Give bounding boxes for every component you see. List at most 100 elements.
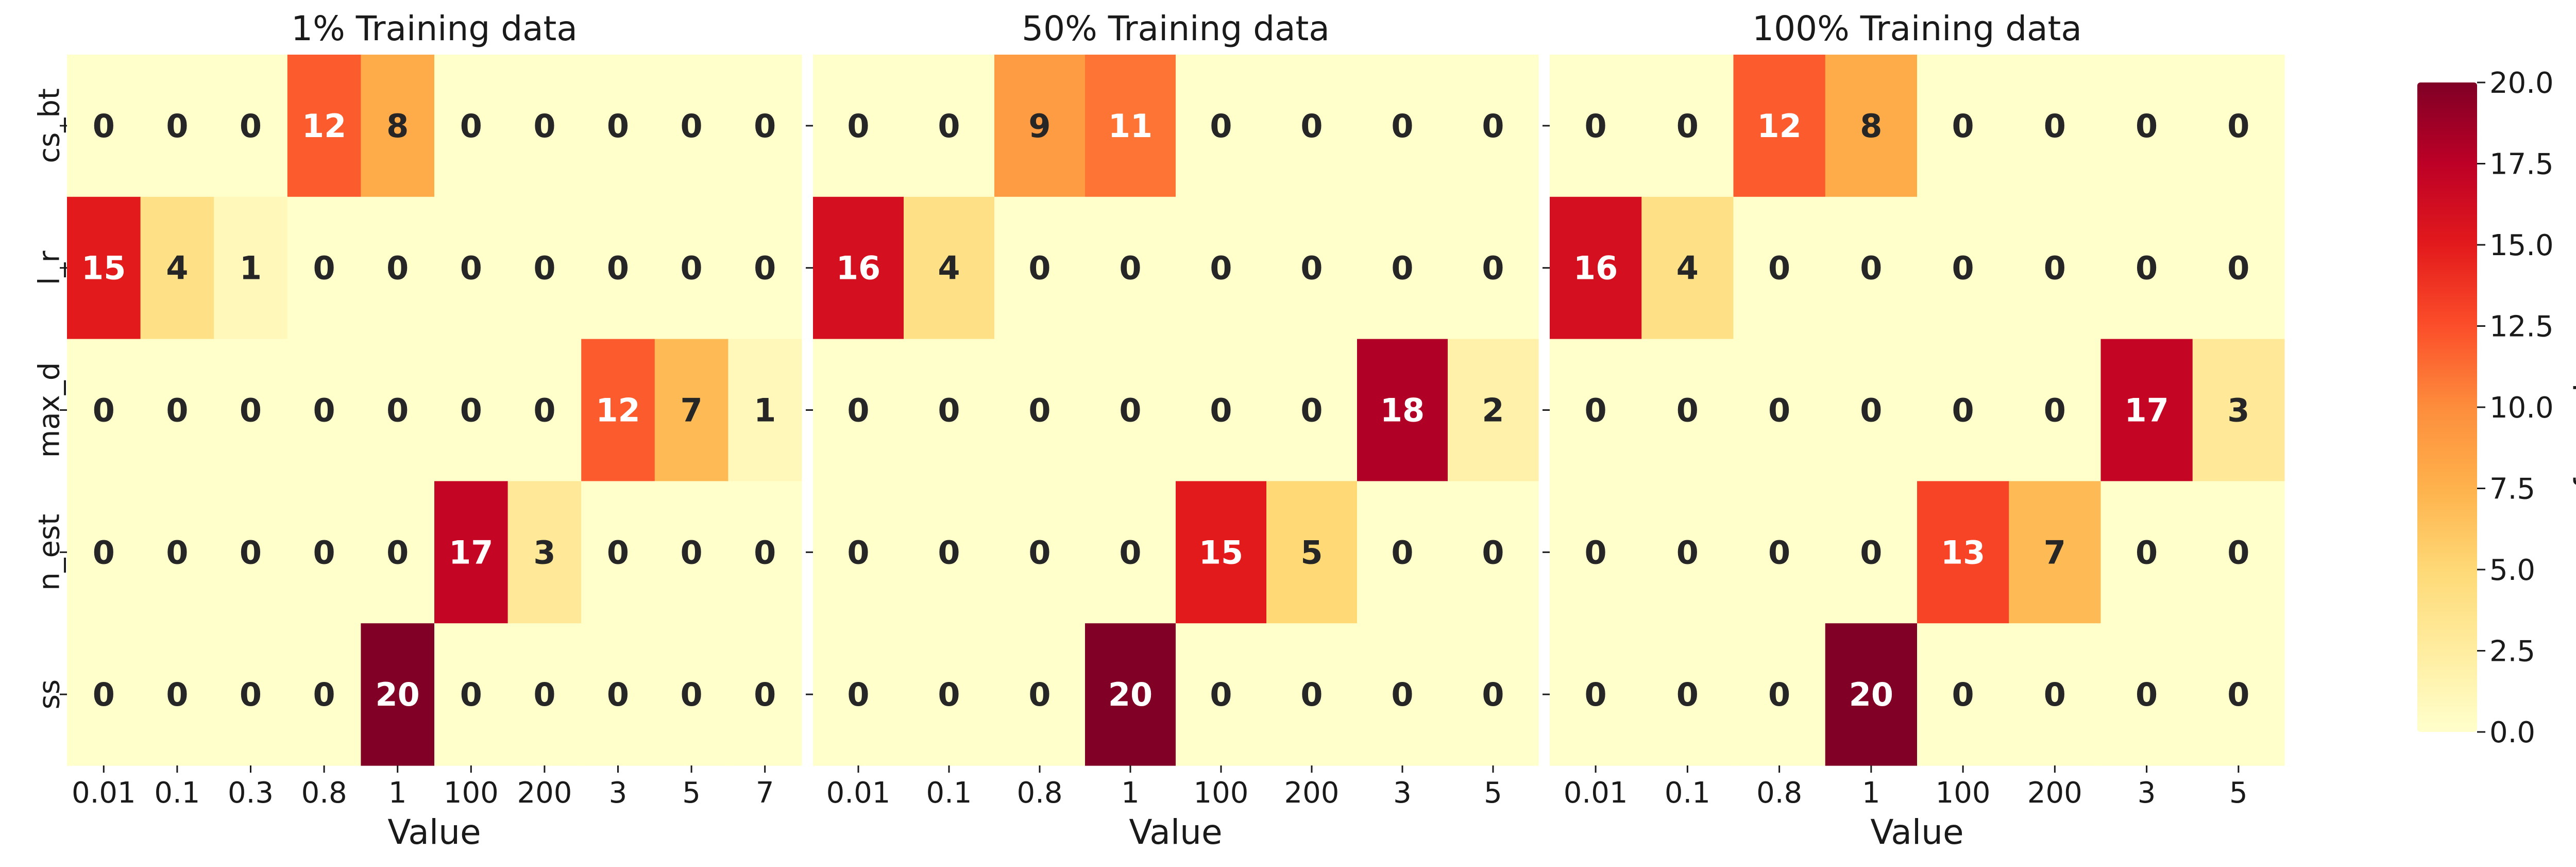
heatmap-cell-p1-r1-c7 [581, 196, 655, 340]
cell-value-label: 3 [2227, 392, 2249, 429]
heatmap-cell-p1-r2-c5 [434, 339, 509, 481]
heatmap-cell-p3-r2-c1 [1641, 339, 1734, 481]
cell-value-label: 1 [754, 392, 776, 429]
x-tick-label: 0.8 [1756, 776, 1802, 810]
cell-value-label: 0 [754, 107, 776, 145]
cell-value-label: 0 [166, 533, 188, 571]
cell-value-label: 0 [240, 676, 262, 713]
y-tick-label: l_r [33, 250, 66, 285]
colorbar-tick-label: 10.0 [2489, 391, 2554, 425]
heatmap-cell-p1-r4-c9 [728, 623, 802, 766]
heatmap-cell-p2-r3-c5 [1266, 481, 1358, 624]
heatmap-cell-p3-r3-c2 [1733, 481, 1826, 624]
heatmap-cell-p3-r0-c5 [2009, 55, 2102, 197]
cell-value-label: 0 [1952, 249, 1974, 287]
cell-value-label: 0 [240, 107, 262, 145]
heatmap-cell-p2-r4-c1 [904, 623, 995, 766]
x-tick-label: 200 [1284, 776, 1340, 810]
cell-value-label: 0 [1300, 107, 1323, 145]
heatmap-cell-p2-r1-c5 [1266, 196, 1358, 340]
heatmap-cell-p3-r0-c7 [2192, 55, 2285, 197]
cell-value-label: 15 [81, 249, 126, 287]
x-tick-label: 7 [756, 776, 774, 810]
heatmap-cell-p1-r0-c7 [581, 55, 655, 197]
x-tick-label: 0.3 [228, 776, 274, 810]
heatmap-cell-p3-r2-c5 [2009, 339, 2102, 481]
cell-value-label: 0 [166, 392, 188, 429]
heatmap-cell-p1-r1-c3 [287, 196, 361, 340]
heatmap-cell-p2-r2-c7 [1448, 339, 1539, 481]
cell-value-label: 0 [2044, 676, 2066, 713]
cell-value-label: 0 [847, 533, 869, 571]
heatmap-cell-p1-r3-c3 [287, 481, 361, 624]
cell-value-label: 0 [1768, 392, 1790, 429]
cell-value-label: 0 [533, 676, 555, 713]
heatmap-cell-p1-r3-c1 [140, 481, 214, 624]
colorbar-tick-label: 15.0 [2489, 229, 2554, 262]
heatmap-cell-p1-r1-c2 [214, 196, 288, 340]
heatmap-cell-p2-r3-c0 [813, 481, 904, 624]
heatmap-cell-p1-r4-c1 [140, 623, 214, 766]
heatmap-cell-p1-r3-c5 [434, 481, 509, 624]
cell-value-label: 0 [1676, 107, 1699, 145]
cell-value-label: 0 [938, 107, 960, 145]
colorbar-tick-label: 0.0 [2489, 716, 2535, 749]
cell-value-label: 0 [681, 676, 703, 713]
x-tick-label: 100 [1936, 776, 1991, 810]
cell-value-label: 0 [1391, 107, 1413, 145]
heatmap-cell-p3-r4-c2 [1733, 623, 1826, 766]
cell-value-label: 0 [847, 107, 869, 145]
cell-value-label: 0 [754, 533, 776, 571]
cell-value-label: 0 [1482, 676, 1504, 713]
heatmap-cell-p1-r2-c8 [654, 339, 728, 481]
cell-value-label: 0 [313, 392, 335, 429]
heatmap-cell-p2-r2-c3 [1085, 339, 1176, 481]
cell-value-label: 0 [1028, 533, 1050, 571]
heatmap-cell-p3-r0-c0 [1550, 55, 1642, 197]
cell-value-label: 0 [313, 676, 335, 713]
cell-value-label: 0 [938, 676, 960, 713]
heatmap-cell-p2-r1-c0 [813, 196, 904, 340]
heatmap-cell-p3-r4-c5 [2009, 623, 2102, 766]
heatmap-cell-p1-r2-c6 [507, 339, 582, 481]
cell-value-label: 0 [460, 249, 482, 287]
x-tick-label: 0.1 [926, 776, 972, 810]
heatmap-cell-p1-r0-c4 [361, 55, 435, 197]
heatmap-cell-p2-r1-c7 [1448, 196, 1539, 340]
x-tick-label: 0.1 [154, 776, 200, 810]
heatmap-cell-p1-r2-c7 [581, 339, 655, 481]
heatmap-cell-p2-r2-c4 [1176, 339, 1267, 481]
cell-value-label: 0 [1300, 676, 1323, 713]
cell-value-label: 20 [376, 676, 420, 713]
heatmap-cell-p1-r1-c9 [728, 196, 802, 340]
heatmap-cell-p1-r4-c8 [654, 623, 728, 766]
heatmap-cell-p2-r0-c5 [1266, 55, 1358, 197]
x-tick-label: 0.1 [1665, 776, 1710, 810]
cell-value-label: 0 [2044, 249, 2066, 287]
heatmap-cell-p1-r0-c1 [140, 55, 214, 197]
x-tick-label: 0.8 [1016, 776, 1062, 810]
cell-value-label: 0 [386, 392, 409, 429]
colorbar-tick-label: 2.5 [2489, 635, 2535, 669]
cell-value-label: 0 [166, 676, 188, 713]
cell-value-label: 7 [2044, 533, 2066, 571]
cell-value-label: 0 [1585, 107, 1607, 145]
heatmap-cell-p1-r3-c0 [67, 481, 141, 624]
heatmap-cell-p2-r0-c4 [1176, 55, 1267, 197]
cell-value-label: 2 [1482, 392, 1504, 429]
heatmap-cell-p2-r2-c6 [1357, 339, 1448, 481]
heatmap-cell-p3-r1-c7 [2192, 196, 2285, 340]
cell-value-label: 20 [1108, 676, 1153, 713]
heatmap-cell-p2-r3-c1 [904, 481, 995, 624]
x-tick-label: 200 [2027, 776, 2082, 810]
x-tick-label: 0.8 [301, 776, 347, 810]
heatmap-cell-p1-r1-c1 [140, 196, 214, 340]
cell-value-label: 0 [1860, 533, 1882, 571]
heatmap-cell-p3-r1-c0 [1550, 196, 1642, 340]
cell-value-label: 0 [1210, 107, 1232, 145]
heatmap-cell-p1-r2-c4 [361, 339, 435, 481]
heatmap-cell-p1-r4-c2 [214, 623, 288, 766]
x-tick-label: 3 [1393, 776, 1412, 810]
cell-value-label: 0 [460, 676, 482, 713]
colorbar-tick-label: 12.5 [2489, 310, 2554, 344]
